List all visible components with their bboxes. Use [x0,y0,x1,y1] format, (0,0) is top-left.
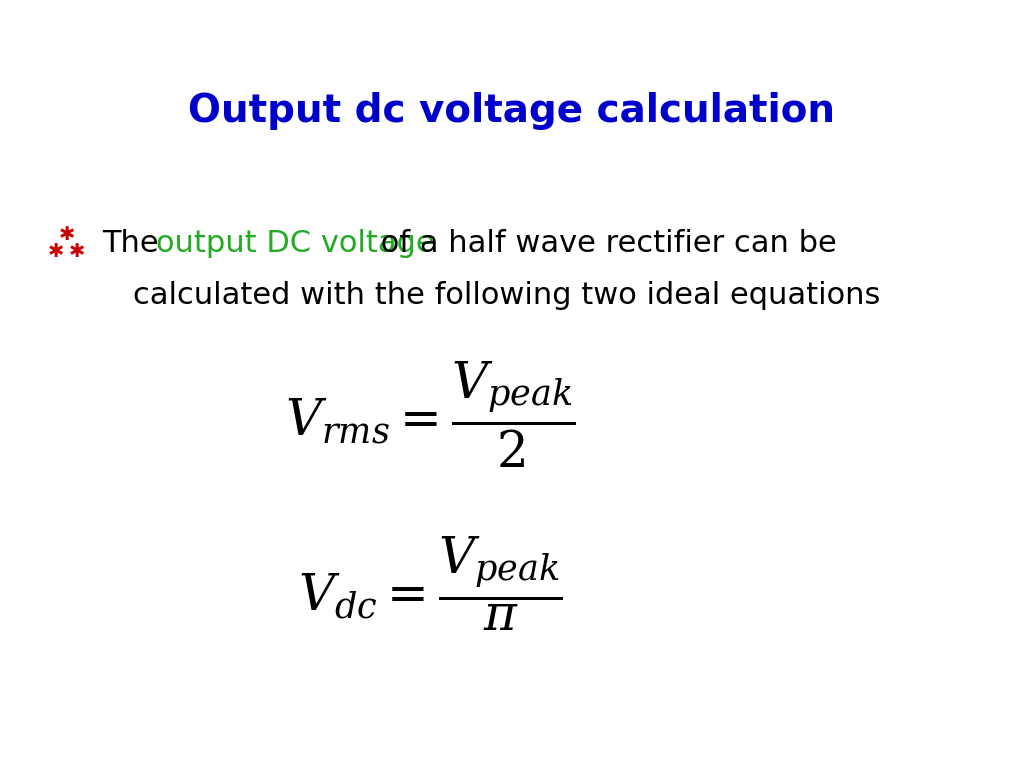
Text: Output dc voltage calculation: Output dc voltage calculation [188,92,836,130]
Text: $V_{dc} = \dfrac{V_{peak}}{\pi}$: $V_{dc} = \dfrac{V_{peak}}{\pi}$ [298,535,562,633]
Text: ✱: ✱ [69,243,85,261]
Text: The: The [102,229,169,258]
Text: $V_{rms} = \dfrac{V_{peak}}{2}$: $V_{rms} = \dfrac{V_{peak}}{2}$ [285,359,575,470]
Text: ✱: ✱ [48,243,65,261]
Text: output DC voltage: output DC voltage [156,229,434,258]
Text: ✱: ✱ [58,225,75,243]
Text: of a half wave rectifier can be: of a half wave rectifier can be [371,229,837,258]
Text: calculated with the following two ideal equations: calculated with the following two ideal … [133,281,881,310]
